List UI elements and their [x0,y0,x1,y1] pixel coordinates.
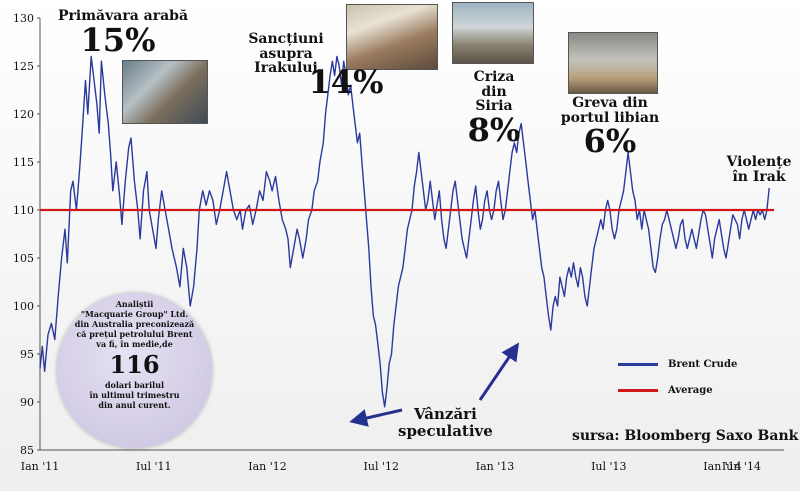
x-tick-label: Iul '12 [364,460,399,473]
y-tick-label: 110 [13,204,34,217]
x-tick-label: Ian '13 [476,460,515,473]
legend-label: Brent Crude [668,358,738,370]
annotation-libya-strike: Greva din portul libian 6% [548,96,672,159]
y-tick-label: 120 [13,108,34,121]
bubble-line: în ultimul trimestru [89,390,180,400]
source-note: sursa: Bloomberg Saxo Bank [572,428,799,444]
x-tick-label: Ian '12 [248,460,287,473]
photo-iraq-sanctions [346,4,438,70]
legend-item-brent-crude: Brent Crude [618,351,737,377]
annotation-iraq-violence: Violențe în Irak [726,154,792,185]
photo-arab-spring [122,60,208,124]
speculative-label: Vânzări speculative [398,406,493,439]
y-tick-label: 105 [13,252,34,265]
y-tick-label: 90 [20,396,34,409]
annotation-title: Sancțiuni asupra Irakului [248,31,324,77]
pointer-arrows [349,342,520,427]
x-tick-label: Ian '14 [703,460,742,473]
x-tick-label: Iul '11 [136,460,171,473]
arrow-to-jun-13-low [478,342,520,401]
legend-swatch-brent [618,362,658,366]
legend-item-average: Average [618,377,737,403]
annotation-title: Criza din Siria [473,69,515,115]
bubble-line: "Macquarie Group" Ltd. [80,309,189,319]
bubble-line: din Australia preconizează [74,319,195,329]
legend-label: Average [668,384,713,396]
bubble-forecast-value: 116 [109,350,160,379]
y-tick-label: 100 [13,300,34,313]
speculative-label-line: speculative [398,421,493,440]
annotation-syria-crisis: Criza din Siria 8% [462,70,526,148]
photo-libya-strike [568,32,658,94]
bubble-line: că prețul petrolului Brent [76,329,193,339]
x-tick-labels: Ian '11 Iul '11 Ian '12 Iul '12 Ian '13 Iul '… [21,460,761,473]
annotation-percent: 6% [583,122,637,161]
y-tick-labels: 85 90 95 100 105 110 115 120 125 130 [13,12,40,457]
y-tick-label: 95 [20,348,34,361]
annotation-title: Greva din portul libian [560,95,660,126]
y-tick-label: 115 [13,156,34,169]
series-line-brent-crude [39,55,770,408]
arrow-to-jul-12-low [349,408,403,427]
annotation-arab-spring: Primăvara arabă 15% [58,8,189,59]
annotation-iraq-percent: 14% [308,63,384,101]
x-tick-label: Iul '13 [591,460,626,473]
axes: 85 90 95 100 105 110 115 120 125 130 Ian '11 Iul '… [13,12,784,473]
annotation-title: Primăvara arabă [58,8,189,24]
annotation-iraq-sanctions: Sancțiuni asupra Irakului [236,32,336,76]
legend: Brent Crude Average [618,351,737,403]
annotation-percent: 15% [80,20,156,59]
annotation-percent: 8% [467,111,521,150]
bubble-line: Analiștii [115,299,154,309]
bubble-line: va fi, în medie,de [96,339,173,349]
y-tick-label: 85 [20,444,34,457]
legend-swatch-average [618,388,658,392]
x-tick-label: Iun '14 [722,460,761,473]
speculative-label-line: Vânzări [414,405,477,423]
x-tick-label: Ian '11 [21,460,60,473]
y-tick-label: 130 [13,12,34,25]
forecast-bubble: Analiștii "Macquarie Group" Ltd. din Aus… [57,293,212,448]
bubble-line: dolari barilul [104,380,165,390]
y-tick-label: 125 [13,60,34,73]
annotation-title: Violențe în Irak [726,154,792,185]
bubble-line: din anul curent. [98,400,171,410]
photo-syria-crisis [452,2,534,64]
